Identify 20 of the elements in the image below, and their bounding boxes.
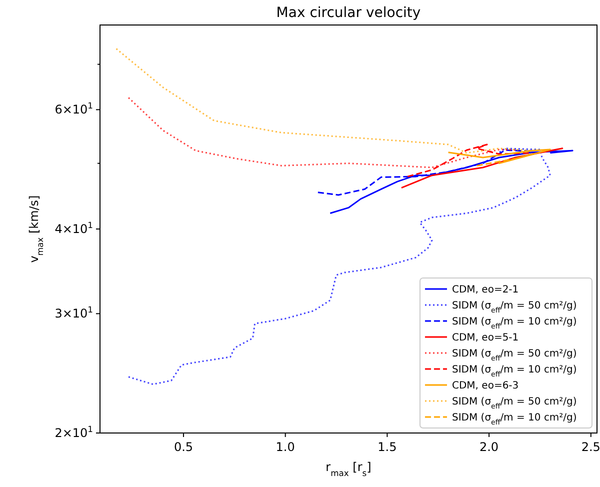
legend-label: SIDM (σ$_{eff}$/m = 10 cm²/g) <box>452 316 577 330</box>
y-tick-label: 3×10$^{1}$ <box>54 304 93 321</box>
chart-title: Max circular velocity <box>276 5 421 21</box>
legend-label: SIDM (σ$_{eff}$/m = 50 cm²/g) <box>452 300 577 314</box>
y-tick-label: 6×10$^{1}$ <box>54 100 93 117</box>
x-tick-label: 1.0 <box>276 440 295 454</box>
legend-label: SIDM (σ$_{eff}$/m = 50 cm²/g) <box>452 348 577 362</box>
legend-label: CDM, eo=2-1 <box>452 284 519 296</box>
legend-label: SIDM (σ$_{eff}$/m = 50 cm²/g) <box>452 396 577 410</box>
x-axis-title: r$_{max}$ [r$_{s}$] <box>326 460 372 478</box>
legend-label: SIDM (σ$_{eff}$/m = 10 cm²/g) <box>452 412 577 426</box>
x-tick-label: 2.0 <box>480 440 499 454</box>
y-tick-label: 4×10$^{1}$ <box>54 220 93 236</box>
legend-label: CDM, eo=5-1 <box>452 332 519 344</box>
legend-label: SIDM (σ$_{eff}$/m = 10 cm²/g) <box>452 364 577 378</box>
x-tick-label: 0.5 <box>174 440 194 454</box>
y-tick-label: 2×10$^{1}$ <box>54 424 93 440</box>
x-tick-label: 2.5 <box>581 440 600 454</box>
x-tick-label: 1.5 <box>378 440 397 454</box>
legend-label: CDM, eo=6-3 <box>452 380 519 392</box>
